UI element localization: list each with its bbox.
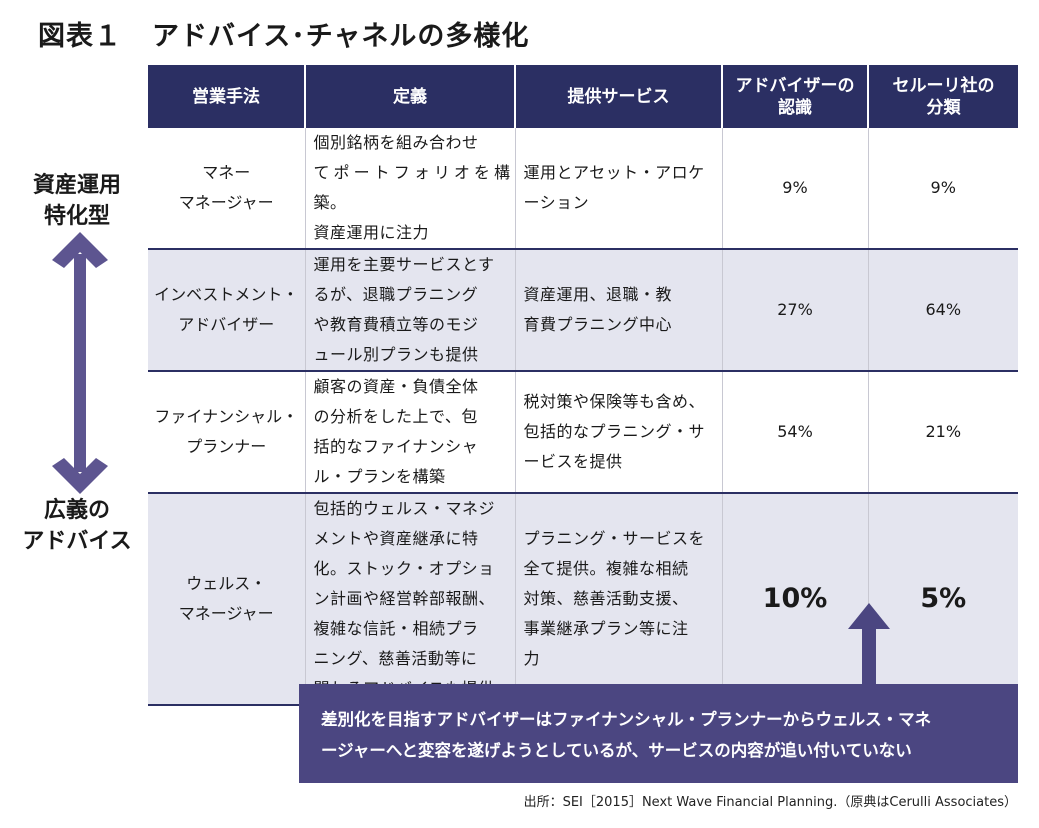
cell-definition: 運用を主要サービスとす るが、退職プラニング や教育費積立等のモジ ュール別プラ… <box>304 249 515 372</box>
cell-name: マネー マネージャー <box>148 128 305 250</box>
figure-title: アドバイス･チャネルの多様化 <box>152 21 530 52</box>
cell-cerulli-pct: 64% <box>867 249 1018 372</box>
header-method: 営業手法 <box>148 65 305 128</box>
side-label-top: 資産運用 特化型 <box>14 170 140 232</box>
cell-definition: 包括的ウェルス・マネジ メントや資産継承に特 化。ストック・オプショ ン計画や経… <box>304 493 515 706</box>
cell-service: プラニング・サービスを 全て提供。複雑な相続 対策、慈善活動支援、 事業継承プラ… <box>514 493 722 706</box>
table-row: ウェルス・ マネージャー 包括的ウェルス・マネジ メントや資産継承に特 化。スト… <box>148 493 1018 706</box>
figure-number: 図表１ <box>38 21 122 52</box>
double-arrow-icon <box>52 232 108 494</box>
header-cerulli-classification: セルーリ社の 分類 <box>867 65 1018 128</box>
table-row: マネー マネージャー 個別銘柄を組み合わせ てポートフォリオを構築。 資産運用に… <box>148 128 1018 250</box>
cell-name: ウェルス・ マネージャー <box>148 493 305 706</box>
cell-advisor-pct: 54% <box>721 371 868 494</box>
page-title: 図表１ アドバイス･チャネルの多様化 <box>38 14 529 53</box>
cell-service: 運用とアセット・アロケ ーション <box>514 128 722 250</box>
cell-service: 資産運用、退職・教 育費プラニング中心 <box>514 249 722 372</box>
cell-cerulli-pct: 5% <box>867 493 1018 706</box>
cell-advisor-pct: 10% <box>721 493 868 706</box>
cell-cerulli-pct: 21% <box>867 371 1018 494</box>
header-advisor-perception: アドバイザーの 認識 <box>721 65 868 128</box>
cell-advisor-pct: 9% <box>721 128 868 250</box>
cell-definition: 顧客の資産・負債全体 の分析をした上で、包 括的なファイナンシャ ル・プランを構… <box>304 371 515 494</box>
side-label-top-text: 資産運用 特化型 <box>32 173 121 229</box>
cell-service: 税対策や保険等も含め、 包括的なプラニング・サ ービスを提供 <box>514 371 722 494</box>
callout-box: 差別化を目指すアドバイザーはファイナンシャル・プランナーからウェルス・マネ ージ… <box>299 684 1018 783</box>
channel-table: 営業手法 定義 提供サービス アドバイザーの 認識 セルーリ社の 分類 マネー … <box>148 65 1018 706</box>
source-note: 出所：SEI［2015］Next Wave Financial Planning… <box>523 795 1017 810</box>
callout-text: 差別化を目指すアドバイザーはファイナンシャル・プランナーからウェルス・マネ ージ… <box>321 710 932 760</box>
cell-name: インベストメント・ アドバイザー <box>148 249 305 372</box>
up-arrow-icon <box>848 603 890 687</box>
side-label-bottom-text: 広義の アドバイス <box>22 498 132 554</box>
cell-cerulli-pct: 9% <box>867 128 1018 250</box>
cell-name: ファイナンシャル・ プランナー <box>148 371 305 494</box>
table-row: インベストメント・ アドバイザー 運用を主要サービスとす るが、退職プラニング … <box>148 249 1018 372</box>
cell-definition: 個別銘柄を組み合わせ てポートフォリオを構築。 資産運用に注力 <box>304 128 515 250</box>
header-row: 営業手法 定義 提供サービス アドバイザーの 認識 セルーリ社の 分類 <box>148 65 1018 128</box>
side-label-bottom: 広義の アドバイス <box>14 495 140 557</box>
header-definition: 定義 <box>304 65 515 128</box>
header-service: 提供サービス <box>514 65 722 128</box>
cell-advisor-pct: 27% <box>721 249 868 372</box>
table-row: ファイナンシャル・ プランナー 顧客の資産・負債全体 の分析をした上で、包 括的… <box>148 371 1018 494</box>
